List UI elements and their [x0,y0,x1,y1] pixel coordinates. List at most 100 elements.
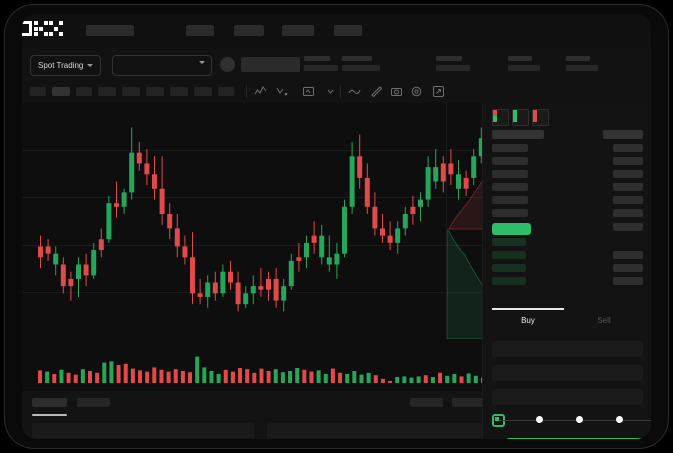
orderbook-row-left-9[interactable] [492,251,526,259]
orders-placeholder-0 [32,423,254,439]
orders-tab-1[interactable] [77,398,110,407]
orderbook-row-right-5[interactable] [613,196,643,204]
orders-tab-0[interactable] [32,398,67,407]
depth-bids-icon[interactable] [512,109,529,126]
orderbook-row-left-6[interactable] [492,209,528,217]
orderbook-row-left-11[interactable] [492,277,526,285]
trading-pair-select[interactable] [112,55,212,76]
timeframe-0[interactable] [30,87,46,96]
orderbook-row-right-7[interactable] [613,223,643,231]
pair-avatar [220,57,235,72]
onboarding-stepper[interactable] [492,414,651,428]
order-form-field-1[interactable] [492,365,643,381]
tab-sell[interactable]: Sell [597,316,611,325]
stepper-node-3[interactable] [616,416,623,423]
ruler-icon[interactable] [370,85,383,98]
timeframe-6[interactable] [170,87,188,96]
stat-value [342,65,380,71]
orders-action-1[interactable] [452,398,484,407]
orderbook-row-left-10[interactable] [492,264,526,272]
order-form-field-2[interactable] [492,389,643,405]
okx-logo[interactable] [22,20,63,37]
nav-item-4[interactable] [334,25,362,36]
market-type-label: Spot Trading [38,61,84,70]
chevron-small-icon[interactable] [324,85,337,98]
orderbook-row-right-3[interactable] [613,170,643,178]
compare-icon[interactable] [276,85,289,98]
timeframe-4[interactable] [122,87,140,96]
orderbook-row-right-6[interactable] [613,209,643,217]
settings-gear-icon[interactable] [410,85,423,98]
bar-r [493,120,497,122]
orderbook-row-left-0[interactable] [492,130,544,139]
stepper-node-1[interactable] [536,416,543,423]
bar-r [493,116,497,118]
logo-k-glyph [33,21,48,36]
camera-icon[interactable] [390,85,403,98]
stat-label [342,56,372,61]
market-type-dropdown[interactable]: Spot Trading [30,55,102,76]
primary-cta-button[interactable] [506,438,651,439]
orderbook-row-left-5[interactable] [492,196,528,204]
market-stat-3 [508,56,540,71]
line-chart-icon[interactable] [348,85,361,98]
orderbook-row-left-4[interactable] [492,183,528,191]
bar-l [533,112,537,114]
nav-item-1[interactable] [186,25,214,36]
orderbook-row-right-11[interactable] [613,277,643,285]
market-stat-1 [342,56,380,71]
nav-item-2[interactable] [234,25,264,36]
bar-l [513,112,517,114]
depth-asks-icon[interactable] [532,109,549,126]
app-screen: Spot Trading [22,14,651,439]
timeframe-5[interactable] [146,87,164,96]
timeframe-3[interactable] [98,87,116,96]
nav-item-3[interactable] [282,25,314,36]
orderbook-row-right-1[interactable] [613,144,643,152]
bar-r [533,120,537,122]
orderbook-row-right-4[interactable] [613,183,643,191]
orderbook-row-right-10[interactable] [613,264,643,272]
stepper-node-2[interactable] [576,416,583,423]
bar-l [533,114,537,116]
template-icon[interactable] [302,85,315,98]
candle-series [38,127,515,312]
timeframe-7[interactable] [194,87,212,96]
fullscreen-icon[interactable] [432,85,445,98]
order-form-field-0[interactable] [492,341,643,357]
stat-value [508,65,540,71]
chart-toolbar [22,81,651,104]
bar-r [533,116,537,118]
logo-o-glyph [22,21,32,36]
indicator-icon[interactable] [254,85,267,98]
orderbook-row-right-9[interactable] [613,251,643,259]
timeframe-1[interactable] [52,87,70,96]
orderbook-row-left-8[interactable] [492,238,526,246]
candlestick-canvas [22,103,515,339]
orderbook-row-right-0[interactable] [603,130,643,139]
stat-label [436,56,462,61]
orderbook-rows[interactable] [483,130,651,305]
tab-buy[interactable]: Buy [521,316,535,325]
orderbook-row-left-3[interactable] [492,170,528,178]
chevron-down-icon [199,61,205,64]
orders-placeholder-1 [267,423,482,439]
bar-r [513,118,517,120]
bar-r [513,120,517,122]
orderbook-row-left-7[interactable] [492,223,531,235]
candlestick-chart[interactable] [22,103,515,339]
orders-action-0[interactable] [410,398,443,407]
toolbar-divider [246,85,247,98]
orderbook-row-left-2[interactable] [492,157,528,165]
depth-both-icon[interactable] [492,109,509,126]
orderbook-row-left-1[interactable] [492,144,528,152]
stat-label [304,56,330,61]
market-stat-2 [436,56,470,71]
timeframe-8[interactable] [218,87,234,96]
stat-value [304,65,338,71]
nav-item-0[interactable] [86,25,134,36]
orderbook-row-right-2[interactable] [613,157,643,165]
stat-value [566,65,598,71]
timeframe-2[interactable] [76,87,92,96]
